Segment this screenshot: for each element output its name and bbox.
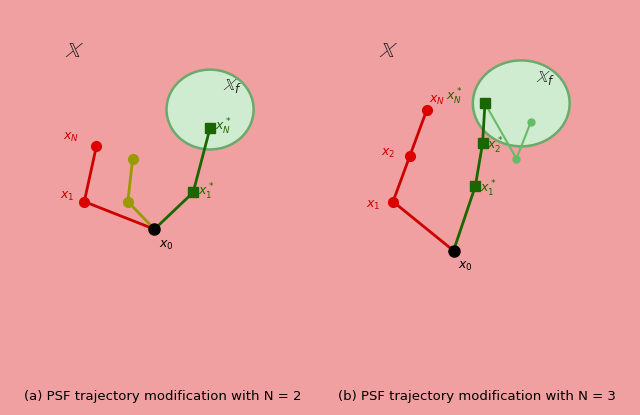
Text: $\mathit{x}_1$: $\mathit{x}_1$ bbox=[60, 190, 74, 203]
Ellipse shape bbox=[166, 70, 253, 149]
Text: $\mathbb{X}_f$: $\mathbb{X}_f$ bbox=[536, 68, 555, 87]
Text: $\mathit{x}_N^*$: $\mathit{x}_N^*$ bbox=[215, 117, 231, 137]
Text: $\mathit{x}_N$: $\mathit{x}_N$ bbox=[63, 131, 79, 144]
Text: $\mathit{x}_0$: $\mathit{x}_0$ bbox=[458, 260, 473, 273]
Text: $\mathit{x}_2^*$: $\mathit{x}_2^*$ bbox=[488, 136, 504, 156]
Text: $\mathbb{X}$: $\mathbb{X}$ bbox=[378, 42, 398, 61]
Text: $\mathit{x}_1$: $\mathit{x}_1$ bbox=[367, 199, 381, 212]
Text: $\mathit{x}_N$: $\mathit{x}_N$ bbox=[429, 94, 445, 107]
Text: $\mathit{x}_1^*$: $\mathit{x}_1^*$ bbox=[198, 181, 214, 202]
Text: $\mathit{x}_N^*$: $\mathit{x}_N^*$ bbox=[446, 86, 463, 107]
Text: (b) PSF trajectory modification with N = 3: (b) PSF trajectory modification with N =… bbox=[338, 390, 616, 403]
Text: $\mathbb{X}$: $\mathbb{X}$ bbox=[65, 42, 84, 61]
Text: $\mathit{x}_2$: $\mathit{x}_2$ bbox=[381, 146, 396, 160]
Text: $\mathit{x}_0$: $\mathit{x}_0$ bbox=[159, 239, 174, 252]
Text: $\mathbb{X}_f$: $\mathbb{X}_f$ bbox=[223, 77, 242, 95]
Text: $\mathit{x}_1^*$: $\mathit{x}_1^*$ bbox=[480, 178, 497, 199]
Text: (a) PSF trajectory modification with N = 2: (a) PSF trajectory modification with N =… bbox=[24, 390, 302, 403]
Ellipse shape bbox=[473, 61, 570, 146]
